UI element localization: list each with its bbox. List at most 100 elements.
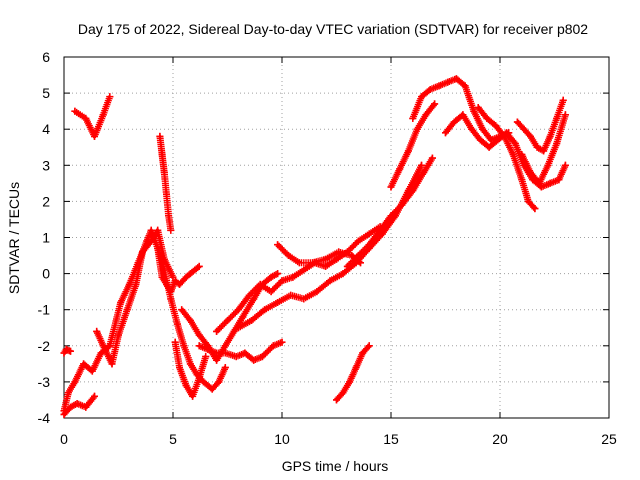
data-point <box>267 288 275 296</box>
y-tick-label: 5 <box>42 85 50 101</box>
data-point <box>559 96 567 104</box>
data-point <box>269 342 277 350</box>
data-point <box>165 212 173 220</box>
data-point <box>267 273 275 281</box>
data-point <box>333 255 340 263</box>
data-point <box>256 280 264 288</box>
data-point <box>241 349 249 357</box>
data-point <box>125 280 133 288</box>
data-point <box>409 187 417 195</box>
data-point <box>230 327 238 335</box>
data-point <box>435 82 443 90</box>
marker-trail <box>60 226 203 415</box>
data-point <box>163 190 170 198</box>
data-point <box>91 132 98 140</box>
data-point <box>561 161 569 169</box>
data-point <box>186 360 194 368</box>
x-tick-label: 0 <box>60 431 68 447</box>
data-point <box>195 374 203 382</box>
data-point <box>520 125 528 133</box>
data-point <box>537 183 545 191</box>
data-point <box>176 280 183 288</box>
series-arc-06 <box>156 132 175 234</box>
data-point <box>343 262 351 270</box>
x-tick-label: 15 <box>383 431 399 447</box>
data-point <box>553 140 561 148</box>
data-point <box>428 154 436 162</box>
series-arc-11 <box>213 223 384 335</box>
y-tick-label: 2 <box>42 193 50 209</box>
data-point <box>509 151 517 158</box>
data-point <box>176 364 183 371</box>
data-point <box>67 347 74 355</box>
data-point <box>167 226 175 234</box>
grid-lines <box>64 57 609 418</box>
data-point <box>442 129 449 137</box>
marker-trail <box>234 161 425 332</box>
y-tick-label: 0 <box>42 266 50 282</box>
data-point <box>348 252 356 259</box>
series-arc-21 <box>518 111 569 187</box>
data-point <box>239 313 247 321</box>
data-point <box>221 342 229 350</box>
data-point <box>357 259 364 267</box>
data-markers <box>60 75 569 418</box>
data-point <box>62 345 70 353</box>
data-point <box>461 82 469 90</box>
data-point <box>213 327 221 335</box>
data-point <box>527 169 534 176</box>
series-arc-08 <box>171 338 210 400</box>
data-point <box>274 241 282 249</box>
data-point <box>234 324 242 332</box>
data-point <box>376 226 384 234</box>
data-point <box>274 270 282 278</box>
data-point <box>365 241 373 249</box>
data-point <box>106 342 114 350</box>
data-point <box>250 295 258 303</box>
data-point <box>518 151 526 158</box>
data-point <box>527 132 534 140</box>
x-tick-label: 20 <box>492 431 508 447</box>
y-tick-label: -2 <box>38 338 51 354</box>
data-point <box>71 378 79 386</box>
data-point <box>295 259 303 267</box>
x-tick-label: 10 <box>274 431 290 447</box>
data-point <box>287 291 295 299</box>
y-axis-label: SDTVAR / TECUs <box>6 182 22 294</box>
data-point <box>278 277 286 285</box>
series-arc-09 <box>178 270 282 364</box>
data-point <box>250 356 258 364</box>
data-point <box>333 396 340 404</box>
data-point <box>422 111 430 119</box>
y-tick-label: -4 <box>38 410 51 426</box>
data-point <box>204 345 212 353</box>
data-point <box>413 125 421 133</box>
data-point <box>544 161 552 169</box>
data-point <box>313 288 321 296</box>
x-tick-label: 25 <box>601 431 617 447</box>
data-point <box>195 342 203 350</box>
data-point <box>365 230 373 238</box>
data-point <box>418 161 425 169</box>
data-point <box>468 125 476 133</box>
data-point <box>173 320 181 328</box>
data-point <box>82 403 90 411</box>
data-point <box>300 266 308 274</box>
data-point <box>511 140 519 148</box>
series-arc-02 <box>60 345 74 357</box>
data-point <box>115 331 122 339</box>
data-point <box>524 197 532 205</box>
data-point <box>154 244 162 252</box>
data-point <box>258 353 266 361</box>
data-point <box>289 273 297 281</box>
data-point <box>182 273 190 281</box>
data-point <box>248 317 255 324</box>
data-point <box>431 100 439 108</box>
data-point <box>182 382 190 389</box>
x-axis-label: GPS time / hours <box>282 458 389 474</box>
data-point <box>444 78 452 86</box>
series-arc-14 <box>333 342 373 404</box>
data-point <box>106 93 114 101</box>
data-point <box>99 111 107 119</box>
data-point <box>561 111 569 119</box>
